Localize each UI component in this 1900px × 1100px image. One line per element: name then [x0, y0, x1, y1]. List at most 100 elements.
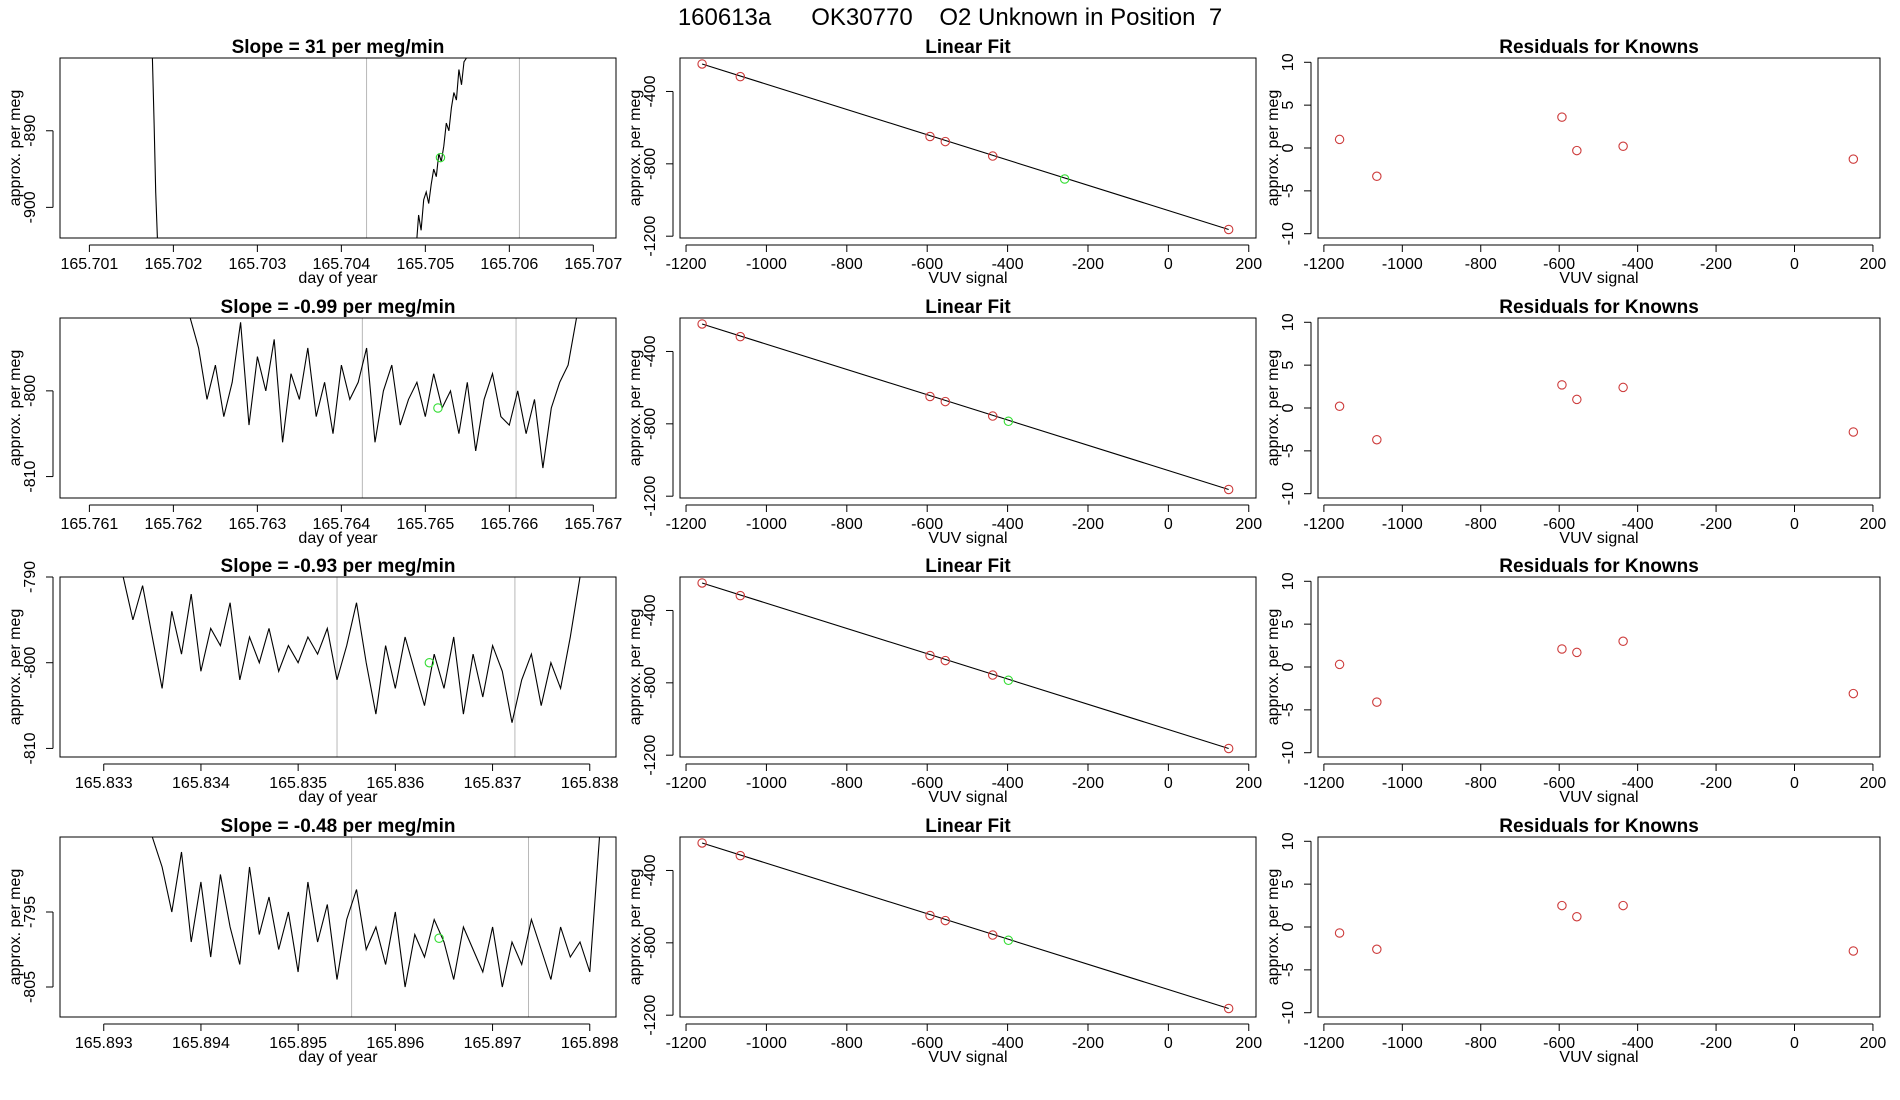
- known-point: [1372, 944, 1382, 955]
- plot-frame: [1317, 57, 1881, 239]
- y-tick-label: 0: [1280, 922, 1297, 931]
- x-tick-label: 200: [1235, 1035, 1262, 1052]
- x-tick-label: 200: [1860, 516, 1887, 533]
- x-tick-label: -1200: [666, 516, 707, 533]
- x-tick-label: -200: [1700, 1035, 1732, 1052]
- y-tick-label: -800: [642, 927, 659, 959]
- x-tick-label: -200: [1072, 516, 1104, 533]
- unknown-point: [1003, 935, 1014, 946]
- known-point: [735, 590, 746, 601]
- plot-area: [697, 59, 1234, 235]
- unknown-point: [435, 152, 446, 163]
- y-axis-label: approx. per meg: [1265, 609, 1282, 726]
- y-axis-label: approx. per meg: [627, 609, 644, 726]
- y-tick-label: -800: [642, 408, 659, 440]
- x-tick-label: -1000: [1382, 516, 1423, 533]
- x-tick-label: 0: [1164, 775, 1173, 792]
- known-point: [925, 131, 935, 142]
- known-point: [1572, 647, 1582, 658]
- x-tick-label: -1000: [746, 1035, 787, 1052]
- known-point: [940, 136, 951, 147]
- known-point: [1572, 394, 1582, 405]
- y-tick-label: -5: [1280, 444, 1297, 458]
- x-tick-label: 165.701: [60, 256, 118, 273]
- x-tick-label: 0: [1790, 1035, 1799, 1052]
- panel-title: Linear Fit: [925, 816, 1011, 837]
- known-point: [697, 578, 707, 588]
- x-tick-label: -200: [1072, 256, 1104, 273]
- x-tick-label: 200: [1235, 256, 1262, 273]
- x-tick-label: 165.835: [269, 775, 327, 792]
- y-tick-label: -1200: [642, 476, 659, 517]
- y-tick-label: -1200: [642, 216, 659, 257]
- x-tick-label: 165.894: [172, 1035, 230, 1052]
- known-point: [1572, 911, 1582, 922]
- x-tick-label: 165.705: [396, 256, 454, 273]
- known-point: [925, 391, 935, 402]
- plot-area: [151, 837, 601, 988]
- known-point: [1848, 154, 1859, 164]
- y-tick-label: 10: [1280, 572, 1297, 590]
- x-axis-label: VUV signal: [1559, 789, 1638, 806]
- x-tick-label: 165.897: [464, 1035, 522, 1052]
- x-tick-label: 0: [1164, 516, 1173, 533]
- plot-area: [1334, 112, 1859, 182]
- plot-frame: [59, 317, 617, 499]
- y-tick-label: -10: [1280, 741, 1297, 764]
- x-tick-label: 165.767: [564, 516, 622, 533]
- x-tick-label: 165.762: [144, 516, 202, 533]
- known-point: [987, 411, 998, 421]
- x-tick-label: 165.707: [564, 256, 622, 273]
- plot-area: [1334, 900, 1859, 956]
- x-tick-label: 165.838: [561, 775, 619, 792]
- unknown-point: [1003, 416, 1014, 427]
- panel-title: Slope = 31 per meg/min: [232, 37, 445, 58]
- x-tick-label: 200: [1860, 256, 1887, 273]
- y-tick-label: -800: [642, 667, 659, 699]
- figure-title: 160613a OK30770 O2 Unknown in Position 7: [678, 4, 1222, 31]
- y-tick-label: -1200: [642, 995, 659, 1036]
- known-point: [987, 930, 998, 940]
- x-tick-label: -400: [992, 256, 1024, 273]
- plot-frame: [59, 576, 617, 758]
- y-tick-label: -810: [22, 460, 39, 492]
- x-tick-label: -400: [992, 1035, 1024, 1052]
- known-point: [1557, 112, 1567, 122]
- x-tick-label: -800: [1465, 256, 1497, 273]
- x-tick-label: -800: [831, 1035, 863, 1052]
- x-tick-label: -1000: [746, 516, 787, 533]
- y-tick-label: -890: [22, 115, 39, 147]
- x-axis-label: day of year: [298, 1049, 378, 1066]
- x-tick-label: -600: [1543, 1035, 1575, 1052]
- known-point: [697, 59, 707, 69]
- y-tick-label: -10: [1280, 482, 1297, 505]
- x-tick-label: 165.896: [366, 1035, 424, 1052]
- known-point: [1557, 380, 1567, 390]
- x-tick-label: -1200: [666, 256, 707, 273]
- x-tick-label: 0: [1164, 1035, 1173, 1052]
- plot-frame: [679, 57, 1257, 239]
- x-tick-label: 165.761: [60, 516, 118, 533]
- known-point: [925, 650, 935, 661]
- known-point: [697, 838, 707, 848]
- known-point: [1618, 141, 1628, 152]
- known-point: [1572, 145, 1582, 156]
- x-tick-label: -1000: [746, 775, 787, 792]
- trace-line: [151, 58, 158, 238]
- x-tick-label: -400: [992, 775, 1024, 792]
- known-point: [1223, 484, 1234, 495]
- x-axis-label: VUV signal: [928, 1049, 1007, 1066]
- known-point: [1372, 434, 1382, 445]
- y-axis-label: approx. per meg: [627, 350, 644, 467]
- panel-row4-resid: Residuals for Knowns-1200 -1000 -800 -600 -4…: [1265, 816, 1886, 1066]
- x-tick-label: -1200: [666, 775, 707, 792]
- known-point: [987, 151, 998, 161]
- known-point: [925, 910, 935, 921]
- panel-row3-resid: Residuals for Knowns-1200 -1000 -800 -600 -4…: [1265, 556, 1886, 806]
- known-point: [1223, 224, 1234, 235]
- trace-line: [151, 837, 601, 988]
- y-tick-label: -10: [1280, 222, 1297, 245]
- panel-row4-time: Slope = -0.48 per meg/min 165.893 165.894 1…: [7, 816, 619, 1066]
- y-tick-label: -10: [1280, 1001, 1297, 1024]
- x-tick-label: -600: [911, 516, 943, 533]
